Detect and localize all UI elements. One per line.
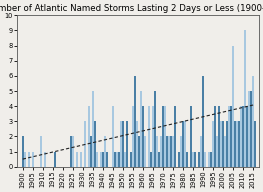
Bar [126,121,128,167]
Bar [180,136,182,167]
Bar [228,106,230,167]
Bar [132,106,134,167]
Bar [120,121,122,167]
Bar [152,106,154,167]
Bar [218,106,220,167]
Bar [70,136,72,167]
Bar [136,121,138,167]
Bar [148,106,150,167]
Bar [44,151,45,167]
Bar [28,151,29,167]
Bar [168,136,170,167]
Bar [248,91,250,167]
Bar [210,151,212,167]
Bar [208,151,210,167]
Bar [172,136,174,167]
Bar [142,106,144,167]
Bar [92,91,94,167]
Bar [76,151,78,167]
Bar [80,151,82,167]
Bar [214,106,216,167]
Bar [216,136,218,167]
Bar [32,151,34,167]
Bar [170,136,172,167]
Bar [254,121,256,167]
Bar [246,106,248,167]
Bar [238,121,240,167]
Bar [220,121,222,167]
Bar [226,121,228,167]
Bar [158,151,160,167]
Bar [192,151,194,167]
Bar [54,151,55,167]
Bar [84,121,85,167]
Bar [72,136,74,167]
Bar [134,76,136,167]
Bar [90,136,92,167]
Bar [130,151,132,167]
Bar [224,136,226,167]
Bar [112,106,114,167]
Bar [140,91,141,167]
Bar [186,151,188,167]
Bar [156,136,158,167]
Bar [190,106,192,167]
Bar [230,106,232,167]
Bar [252,76,254,167]
Bar [200,136,202,167]
Bar [122,121,124,167]
Bar [150,151,152,167]
Bar [138,136,140,167]
Bar [222,121,224,167]
Bar [144,136,146,167]
Bar [104,136,106,167]
Bar [174,106,176,167]
Bar [240,106,242,167]
Bar [40,136,42,167]
Bar [232,46,234,167]
Bar [250,91,252,167]
Bar [96,151,98,167]
Bar [184,121,186,167]
Bar [244,31,246,167]
Bar [198,151,200,167]
Bar [94,121,95,167]
Bar [178,151,180,167]
Bar [162,106,164,167]
Bar [166,136,168,167]
Bar [212,121,214,167]
Bar [160,136,162,167]
Bar [24,151,26,167]
Bar [154,91,156,167]
Bar [236,121,238,167]
Bar [22,136,24,167]
Bar [242,106,244,167]
Bar [164,106,166,167]
Bar [202,76,204,167]
Bar [116,151,118,167]
Bar [234,121,236,167]
Bar [118,151,120,167]
Bar [100,151,102,167]
Bar [106,151,108,167]
Bar [182,121,184,167]
Bar [204,151,206,167]
Bar [194,151,196,167]
Bar [114,151,116,167]
Title: Number of Atlantic Named Storms Lasting 2 Days or Less (1900-2016): Number of Atlantic Named Storms Lasting … [0,4,263,13]
Bar [102,151,104,167]
Bar [88,106,90,167]
Bar [124,151,126,167]
